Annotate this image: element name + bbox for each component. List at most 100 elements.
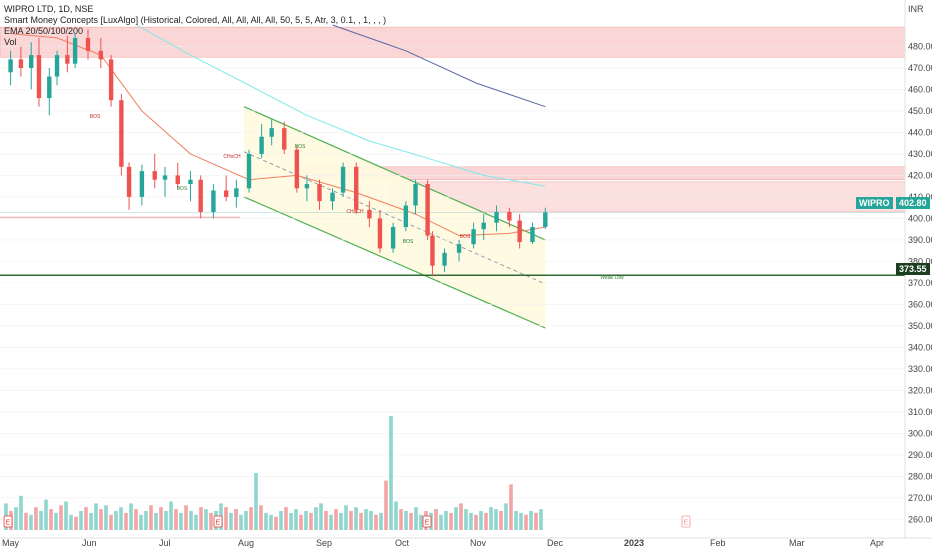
symbol-badge-price: 402.80 (896, 197, 930, 209)
volume-bar (249, 507, 253, 530)
candle-body (390, 227, 396, 249)
volume-bar (144, 511, 148, 530)
volume-bar (519, 512, 523, 530)
volume-bar (499, 511, 503, 530)
earnings-icon-letter: E (684, 520, 689, 527)
price-tick-label: 430.00 (908, 149, 932, 159)
volume-bar (139, 514, 143, 530)
volume-bar (289, 512, 293, 530)
candle-body (47, 76, 52, 99)
volume-bar (529, 511, 533, 530)
volume-bar (209, 512, 213, 530)
volume-bar (194, 514, 198, 530)
time-tick-label: Apr (870, 538, 884, 548)
time-tick-label: Mar (789, 538, 805, 548)
earnings-icon: E (213, 515, 223, 528)
volume-bar (384, 480, 388, 530)
last-price-badge: WIPRO 402.80 (856, 196, 930, 210)
volume-bar (359, 512, 363, 530)
ema-lines (10, 24, 546, 237)
time-tick-label: Feb (710, 538, 726, 548)
candle-body (223, 190, 229, 197)
ema-indicator-label[interactable]: EMA 20/50/100/200 (4, 26, 84, 36)
earnings-icon: E (422, 515, 432, 528)
candle-body (340, 166, 346, 193)
time-axis[interactable]: May Jun Jul Aug Sep Oct Nov Dec 2023 Feb Mar Apr (0, 537, 932, 548)
volume-indicator-label[interactable]: Vol (4, 37, 17, 47)
price-tick-label: 470.00 (908, 63, 932, 73)
support-level-line (0, 212, 905, 277)
symbol-title[interactable]: WIPRO LTD, 1D, NSE (4, 4, 94, 14)
volume-bar (504, 503, 508, 530)
volume-bar (59, 505, 63, 530)
volume-bar (119, 507, 123, 530)
price-tick-label: 390.00 (908, 235, 932, 245)
descending-channel (243, 106, 546, 329)
ema20-line (10, 33, 546, 237)
price-tick-label: 260.00 (908, 514, 932, 524)
structure-annotations: BOS BOS CHoCH BOS CHoCH BOS BOS Weak Low (90, 114, 624, 281)
candlesticks (8, 29, 548, 277)
candle-body (108, 59, 114, 101)
volume-bar (339, 512, 343, 530)
price-tick-label: 320.00 (908, 385, 932, 395)
level-badge-price: 373.55 (896, 263, 930, 275)
chart-legend: WIPRO LTD, 1D, NSE Smart Money Concepts … (4, 4, 386, 48)
price-tick-label: 330.00 (908, 364, 932, 374)
candle-body (8, 59, 13, 73)
candle-body (354, 166, 359, 210)
price-tick-label: 440.00 (908, 127, 932, 137)
volume-bar (84, 507, 88, 530)
volume-bar (79, 511, 83, 530)
candle-body (517, 220, 522, 243)
price-tick-label: 420.00 (908, 170, 932, 180)
volume-bar (269, 514, 273, 530)
volume-bar (484, 512, 488, 530)
volume-bar (54, 512, 58, 530)
volume-bar (349, 511, 353, 530)
volume-bar (164, 511, 168, 530)
volume-bar (439, 514, 443, 530)
volume-bar (229, 512, 233, 530)
symbol-badge-label: WIPRO (856, 197, 893, 209)
candle-body (126, 166, 132, 197)
volume-bar (509, 484, 513, 530)
volume-bar (379, 512, 383, 530)
candle-body (211, 190, 216, 212)
candle-body (494, 211, 499, 223)
volume-bar (149, 505, 153, 530)
volume-bar (169, 501, 173, 530)
volume-bar (129, 503, 133, 530)
volume-bar (154, 512, 158, 530)
volume-bar (464, 509, 468, 530)
annotation-label: BOS (295, 144, 306, 150)
candle-body (36, 55, 42, 99)
volume-bar (239, 514, 243, 530)
volume-bar (89, 512, 93, 530)
earnings-icon-letter: E (6, 520, 11, 527)
volume-bar (494, 509, 498, 530)
volume-bar (474, 514, 478, 530)
candle-body (234, 188, 239, 197)
ema100-line (332, 24, 546, 108)
candle-body (403, 205, 409, 227)
time-tick-label: May (2, 538, 20, 548)
channel-fill (244, 106, 546, 328)
candle-body (430, 235, 435, 266)
volume-bars (4, 416, 543, 530)
volume-bar (174, 509, 178, 530)
volume-bar (39, 511, 43, 530)
price-tick-label: 380.00 (908, 256, 932, 266)
volume-bar (389, 416, 393, 530)
candle-body (54, 55, 60, 77)
volume-bar (534, 512, 538, 530)
annotation-label: BOS (90, 114, 101, 120)
volume-bar (334, 509, 338, 530)
volume-bar (69, 514, 73, 530)
channel-lower-line (243, 196, 546, 329)
volume-bar (244, 511, 248, 530)
smc-indicator-label[interactable]: Smart Money Concepts [LuxAlgo] (Historic… (4, 15, 387, 25)
candle-body (269, 128, 274, 137)
price-axis[interactable]: INR 480.00 470.00 460.00 450.00 440.00 430.00 4… (904, 0, 932, 538)
